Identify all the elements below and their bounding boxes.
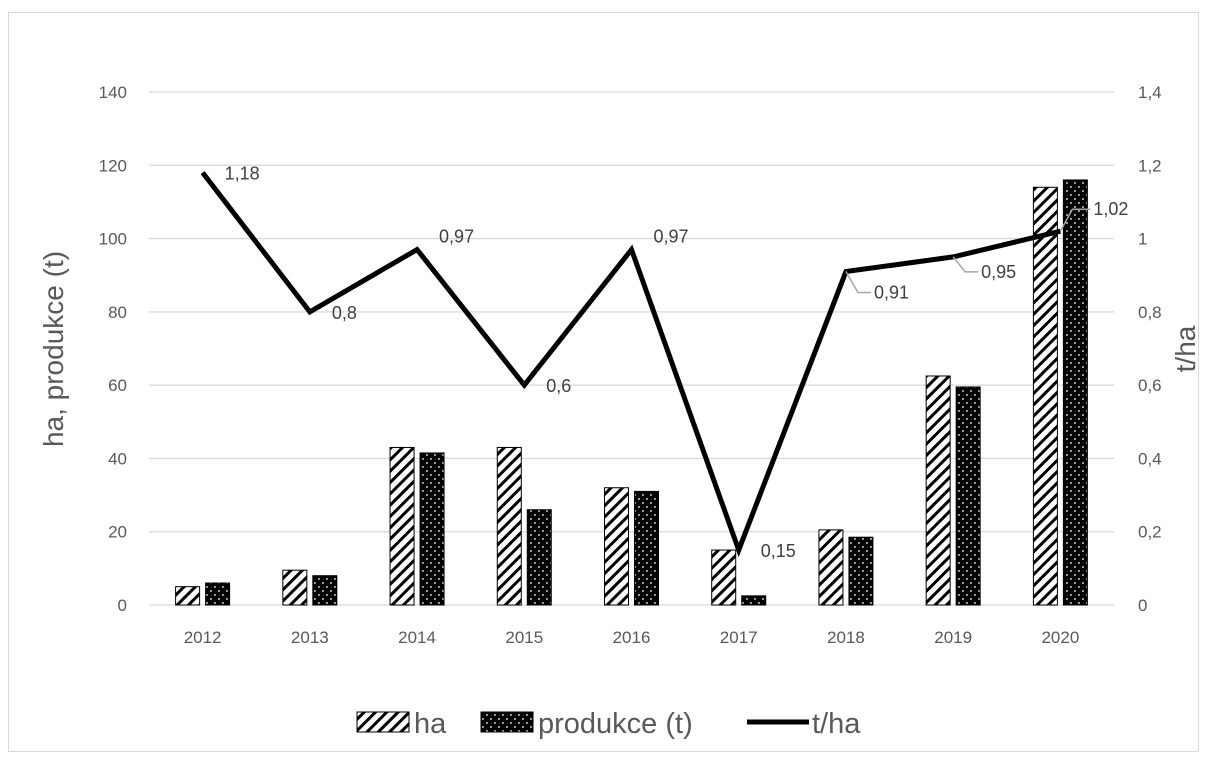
y-tick-label: 40 <box>108 449 127 468</box>
bar-ha <box>604 487 629 606</box>
x-tick-label: 2017 <box>720 628 758 647</box>
data-label-t-ha: 0,95 <box>981 262 1016 282</box>
data-label-t-ha: 0,97 <box>654 227 689 247</box>
leader-line <box>1059 208 1091 232</box>
bar-produkce <box>955 386 981 606</box>
y-tick-label: 100 <box>99 230 127 249</box>
bar-ha <box>818 529 844 606</box>
bar-ha <box>282 569 308 606</box>
bar-ha <box>925 375 951 606</box>
y2-axis-title: t/ha <box>1170 325 1200 372</box>
bar-produkce <box>848 536 874 606</box>
bar-ha <box>175 586 201 606</box>
y-tick-label: 140 <box>99 83 127 102</box>
y-tick-label: 120 <box>99 156 127 175</box>
y-axis-title: ha, produkce (t) <box>38 251 69 447</box>
bar-ha <box>711 549 737 606</box>
y-tick-label: 60 <box>108 376 127 395</box>
bar-produkce <box>634 490 659 606</box>
y2-tick-label: 0,6 <box>1138 376 1162 395</box>
legend-label-produkce: produkce (t) <box>538 708 693 740</box>
y2-tick-label: 1,2 <box>1138 156 1162 175</box>
x-tick-label: 2012 <box>184 628 222 647</box>
data-label-t-ha: 0,8 <box>332 303 357 323</box>
bar-produkce <box>312 575 338 606</box>
legend-label-t-ha: t/ha <box>812 708 861 740</box>
bar-produkce <box>1062 179 1088 606</box>
bar-produkce <box>741 595 767 606</box>
legend-swatch-produkce <box>480 711 534 733</box>
bar-produkce <box>526 509 552 606</box>
line-series <box>200 171 1061 558</box>
y2-tick-label: 1 <box>1138 230 1147 249</box>
y2-tick-label: 1,4 <box>1138 83 1162 102</box>
bar-ha <box>389 446 415 606</box>
y-tick-label: 20 <box>108 523 127 542</box>
combo-chart: 1,180,80,970,60,970,150,910,951,02 0 020 0… <box>38 83 1200 740</box>
x-tick-label: 2018 <box>827 628 865 647</box>
line-t-ha <box>200 171 1061 558</box>
axis-ticks: 0 0 20 0,2 40 0,4 60 0,6 80 0,8 100 1 120 1,2 140 1,4 20… <box>99 83 1162 647</box>
legend-swatch-ha <box>356 711 410 733</box>
x-tick-label: 2016 <box>613 628 651 647</box>
data-label-t-ha: 0,6 <box>546 376 571 396</box>
x-tick-label: 2019 <box>934 628 972 647</box>
bar-ha <box>1032 186 1058 606</box>
y2-tick-label: 0 <box>1138 596 1147 615</box>
y2-tick-label: 0,2 <box>1138 523 1162 542</box>
legend: ha produkce (t) t/ha <box>356 708 861 740</box>
x-tick-label: 2020 <box>1041 628 1079 647</box>
data-label-t-ha: 0,97 <box>439 227 474 247</box>
bar-produkce <box>205 582 231 606</box>
x-tick-label: 2013 <box>291 628 329 647</box>
data-label-t-ha: 1,02 <box>1093 199 1128 219</box>
y-tick-label: 0 <box>118 596 127 615</box>
data-labels: 1,18 0,8 0,97 0,6 0,97 0,15 0,91 0,95 1,02 <box>225 164 1129 561</box>
data-label-t-ha: 0,15 <box>761 541 796 561</box>
bar-ha <box>496 446 522 606</box>
x-tick-label: 2014 <box>398 628 436 647</box>
x-tick-label: 2015 <box>505 628 543 647</box>
chart-frame: 1,18 0,8 0,97 0,6 0,97 0,15 0,91 0,95 1,02 0 0 20 0… <box>8 12 1200 752</box>
legend-label-ha: ha <box>414 708 447 740</box>
bar-produkce <box>419 452 445 606</box>
y2-tick-label: 0,8 <box>1138 303 1162 322</box>
data-label-t-ha: 1,18 <box>225 164 260 184</box>
leader-line <box>952 256 979 273</box>
y-tick-label: 80 <box>108 303 127 322</box>
bars <box>175 179 1088 606</box>
y2-tick-label: 0,4 <box>1138 449 1162 468</box>
data-label-t-ha: 0,91 <box>874 283 909 303</box>
leader-line <box>845 271 871 294</box>
